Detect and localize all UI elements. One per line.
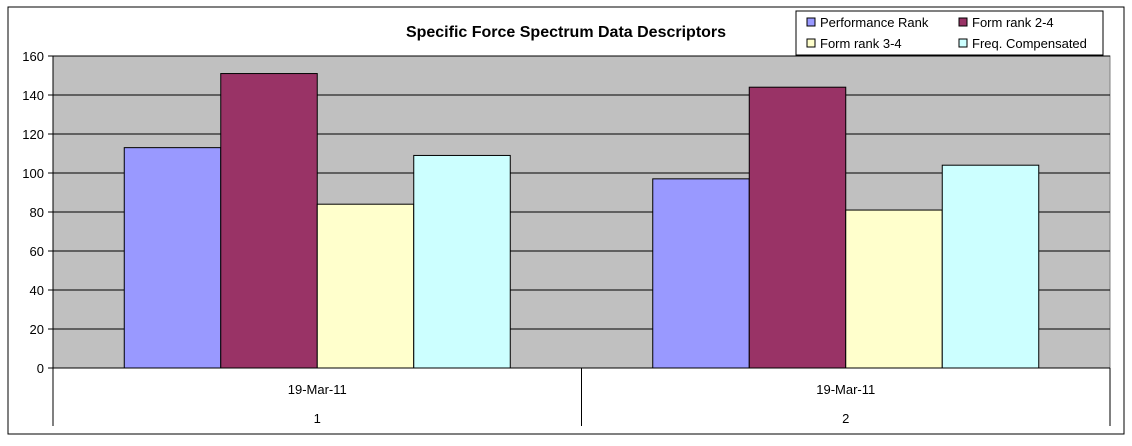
- legend-swatch: [958, 17, 968, 27]
- y-tick-label: 140: [22, 88, 44, 103]
- legend-swatch: [806, 17, 816, 27]
- bar-3-cat-2: [845, 209, 943, 369]
- bar-3-cat-1: [316, 203, 415, 369]
- y-tick-label: 40: [30, 283, 44, 298]
- legend: Performance Rank Form rank 2-4 Form rank 3…: [795, 10, 1104, 56]
- y-tick-label: 100: [22, 166, 44, 181]
- y-tick-label: 120: [22, 127, 44, 142]
- bar-1-cat-2: [652, 178, 750, 369]
- y-tick-label: 160: [22, 49, 44, 64]
- x-tick-label-date: 19-Mar-11: [288, 382, 347, 397]
- bar-2-cat-2: [748, 86, 847, 369]
- y-tick-label: 60: [30, 244, 44, 259]
- bar-4-cat-1: [413, 154, 511, 369]
- bar-1-cat-1: [123, 147, 222, 369]
- legend-label: Performance Rank: [820, 15, 929, 30]
- bar-2-cat-1: [220, 73, 318, 369]
- legend-box: [795, 10, 1104, 56]
- x-tick-label-date: 19-Mar-11: [816, 382, 875, 397]
- chart-title: Specific Force Spectrum Data Descriptors: [406, 24, 726, 41]
- plot-area: 0 20 40 60 80 100 120 140 160 19-Mar-11 1 19-Mar-11…: [22, 49, 1111, 426]
- legend-swatch: [806, 38, 816, 48]
- legend-swatch: [958, 38, 968, 48]
- legend-label: Freq. Compensated: [972, 36, 1087, 51]
- x-tick-label-index: 2: [842, 411, 849, 426]
- bar-4-cat-2: [941, 164, 1040, 369]
- legend-label: Form rank 2-4: [972, 15, 1054, 30]
- y-tick-label: 20: [30, 322, 44, 337]
- y-tick-label: 0: [37, 361, 44, 376]
- y-tick-label: 80: [30, 205, 44, 220]
- legend-label: Form rank 3-4: [820, 36, 902, 51]
- x-tick-label-index: 1: [314, 411, 321, 426]
